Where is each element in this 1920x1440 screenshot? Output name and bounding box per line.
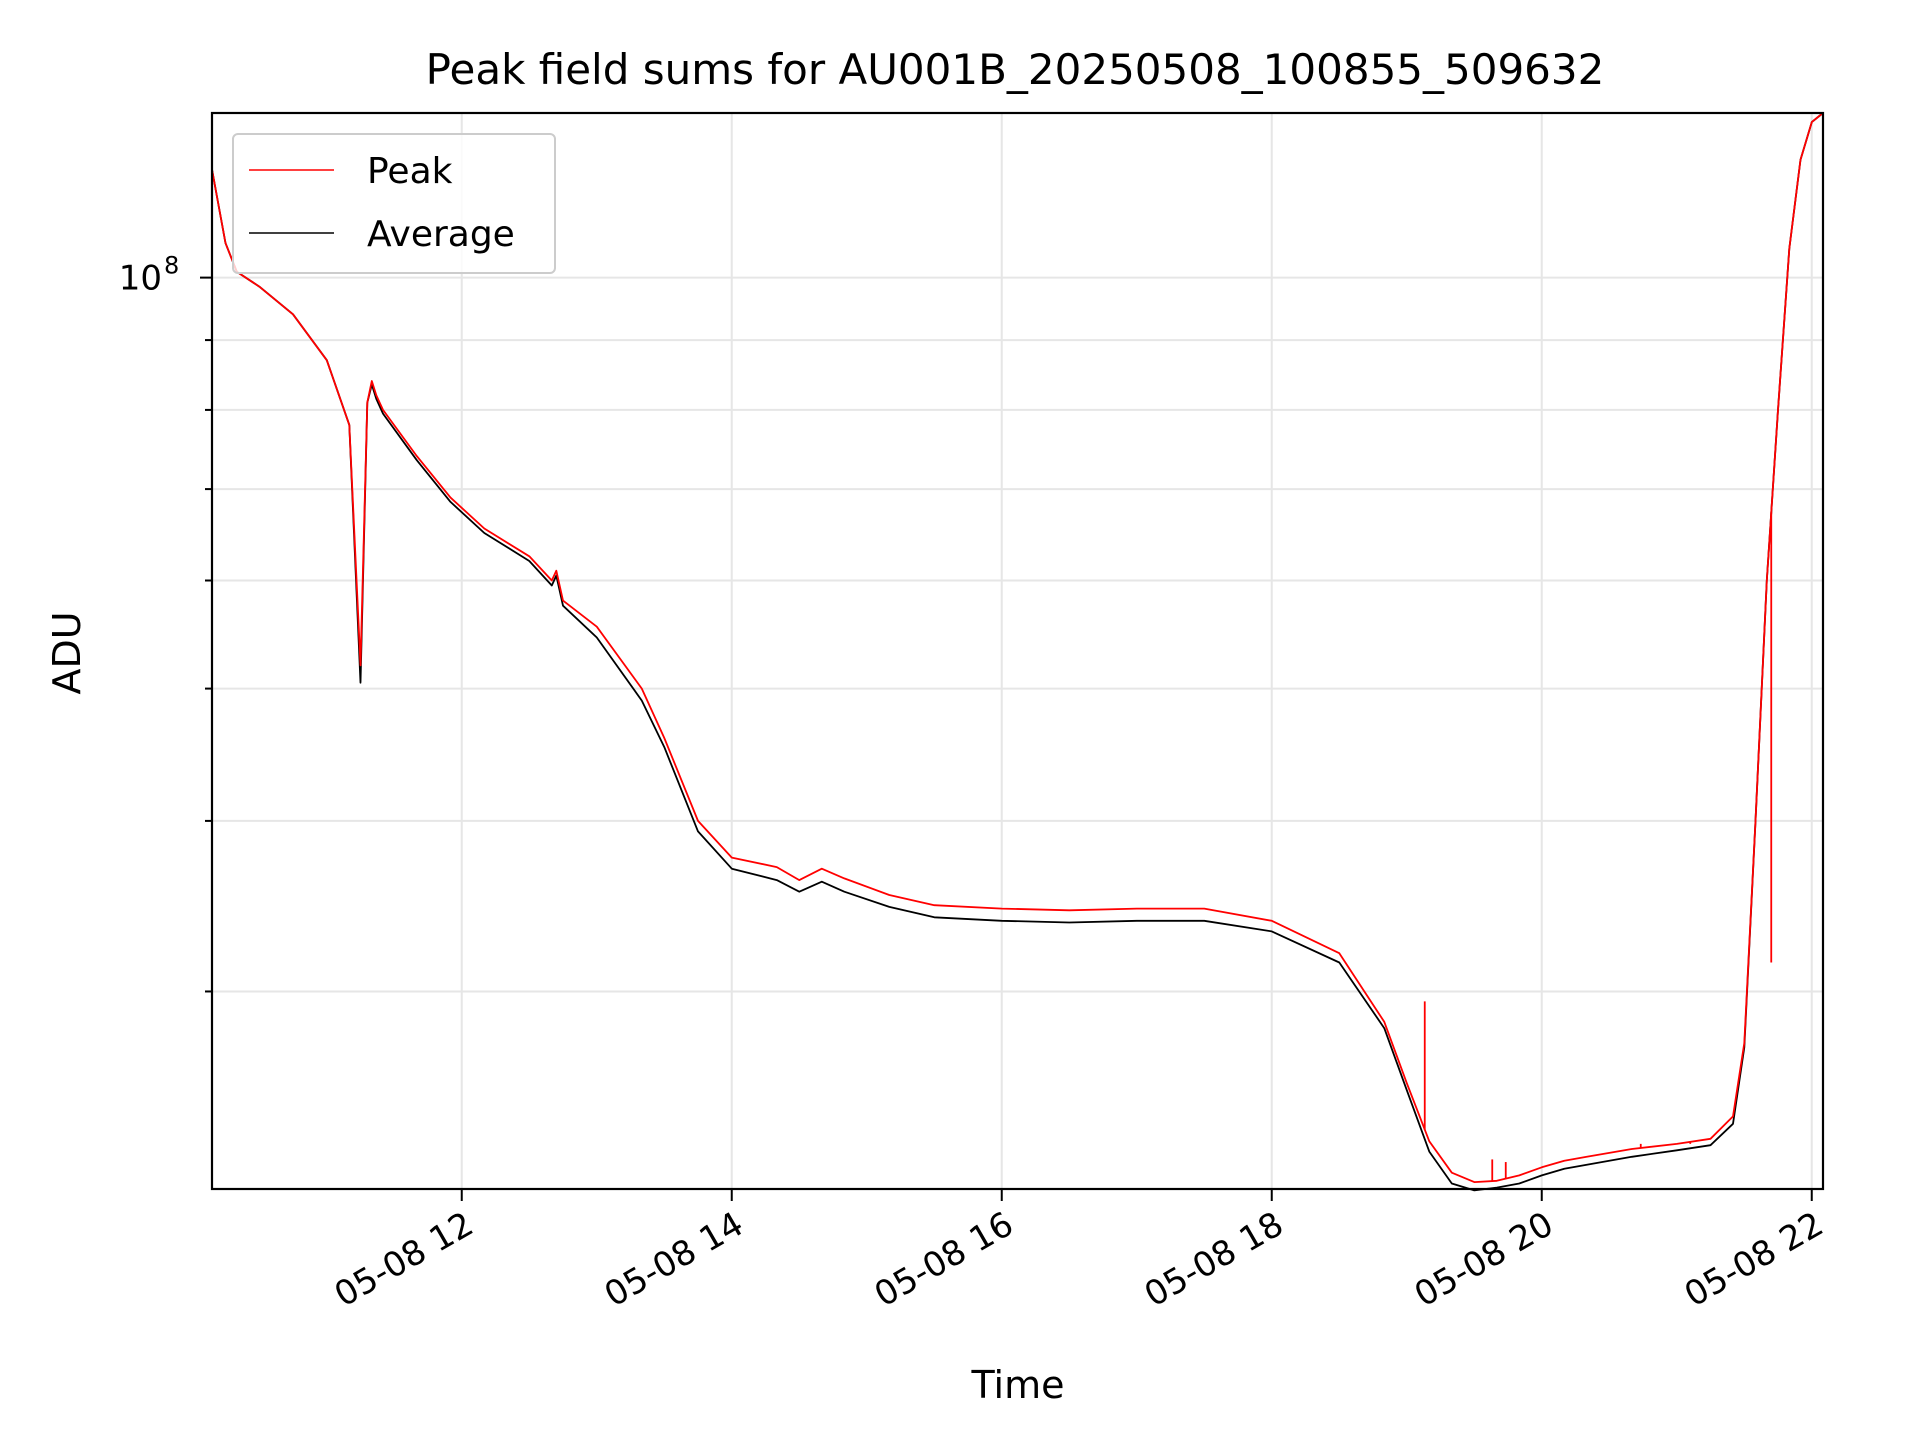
series-line-peak [211,112,1824,1183]
y-axis-label: ADU [45,611,89,694]
chart-title: Peak field sums for AU001B_20250508_1008… [426,45,1605,94]
series-line-average [211,112,1824,1192]
legend-label-average: Average [367,214,515,255]
x-axis-label: Time [971,1363,1065,1407]
y-tick-label: 10 [119,259,162,299]
legend-label-peak: Peak [367,151,453,192]
series-layer [211,112,1824,1192]
axes-layer [200,111,1825,1201]
legend-frame [232,133,556,274]
plot-frame [210,111,1825,1191]
y-tick-label-exponent: 8 [164,252,179,280]
legend: Peak Average [232,133,556,274]
grid-layer [212,113,1823,1189]
